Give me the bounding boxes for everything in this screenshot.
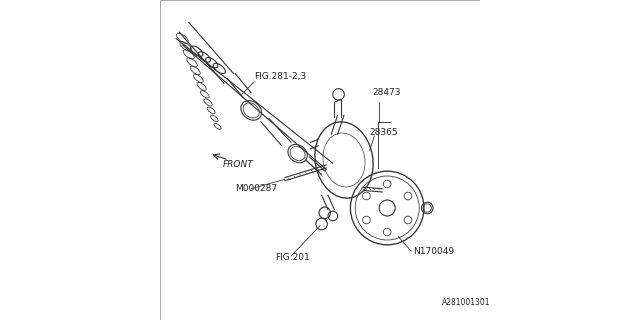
Text: A281001301: A281001301 (442, 298, 490, 307)
Text: FIG.281-2,3: FIG.281-2,3 (254, 72, 307, 81)
Text: 28365: 28365 (370, 128, 398, 137)
Text: FRONT: FRONT (223, 160, 253, 169)
Text: M000287: M000287 (236, 184, 277, 193)
Text: FIG.201: FIG.201 (275, 253, 310, 262)
Text: N170049: N170049 (413, 247, 454, 256)
Text: 28473: 28473 (372, 88, 401, 97)
